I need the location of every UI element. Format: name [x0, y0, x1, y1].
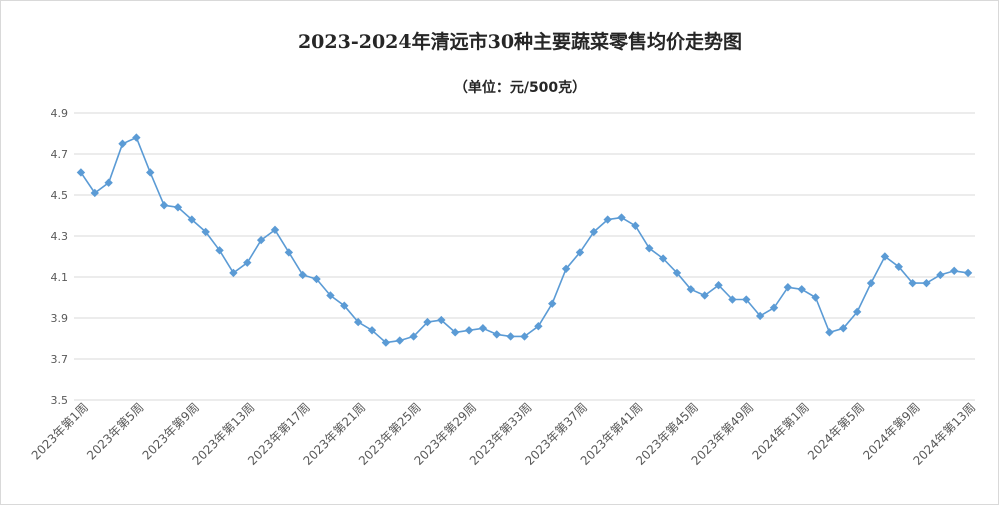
data-point-marker [950, 266, 959, 276]
data-point-marker [755, 311, 765, 321]
data-point-marker [353, 317, 363, 327]
data-point-marker [450, 328, 460, 337]
chart-subtitle: （单位：元/500克） [454, 79, 586, 96]
data-point-marker [658, 254, 668, 263]
data-point-marker [672, 268, 682, 278]
data-point-marker [548, 299, 557, 308]
data-point-marker [797, 285, 806, 294]
data-point-marker [132, 133, 141, 142]
data-point-marker [589, 227, 599, 237]
data-point-marker [464, 326, 474, 335]
data-point-marker [173, 203, 183, 212]
data-point-marker [575, 248, 585, 257]
data-point-marker [312, 274, 321, 284]
data-point-marker [922, 278, 931, 288]
data-point-marker [437, 315, 446, 325]
data-point-marker [229, 268, 238, 278]
data-point-marker [769, 303, 779, 312]
data-point-marker [340, 301, 349, 310]
data-point-marker [423, 317, 432, 327]
data-point-marker [783, 283, 793, 292]
data-point-marker [880, 252, 890, 261]
data-point-marker [852, 307, 862, 317]
data-point-marker [561, 264, 571, 273]
data-point-marker [908, 278, 917, 288]
data-point-marker [159, 201, 169, 210]
grid-lines [74, 112, 975, 401]
data-point-marker [187, 215, 197, 224]
data-point-marker [728, 295, 737, 304]
data-point-marker [520, 332, 529, 341]
data-point-marker [603, 215, 612, 224]
data-point-marker [534, 322, 543, 331]
data-point-marker [825, 328, 834, 337]
y-tick-label: 3.5 [51, 394, 69, 407]
y-tick-label: 4.3 [51, 230, 69, 243]
data-point-marker [146, 168, 155, 177]
data-point-marker [270, 225, 280, 235]
data-point-marker [215, 246, 224, 255]
data-point-marker [104, 178, 113, 187]
data-point-marker [381, 338, 391, 347]
data-point-marker [645, 244, 654, 253]
y-tick-label: 3.7 [51, 353, 69, 366]
data-point-marker [492, 330, 501, 339]
data-point-marker [866, 278, 876, 288]
data-point-marker [201, 227, 210, 237]
y-tick-label: 3.9 [51, 312, 69, 325]
chart-title: 2023-2024年清远市30种主要蔬菜零售均价走势图 [298, 30, 742, 53]
data-point-marker [700, 291, 709, 300]
series-points [76, 133, 973, 347]
data-point-marker [617, 213, 626, 222]
data-point-marker [243, 258, 252, 267]
data-point-marker [506, 332, 515, 341]
data-point-marker [478, 324, 488, 333]
y-tick-label: 4.5 [51, 189, 69, 202]
data-point-marker [367, 326, 377, 335]
data-point-marker [284, 248, 294, 257]
data-point-marker [811, 293, 820, 302]
y-tick-label: 4.1 [51, 271, 69, 284]
data-point-marker [90, 188, 99, 198]
data-point-marker [894, 262, 903, 271]
data-point-marker [256, 235, 266, 245]
data-point-marker [839, 324, 848, 333]
data-point-marker [395, 336, 404, 345]
data-point-marker [409, 332, 418, 341]
y-tick-label: 4.7 [51, 148, 69, 161]
y-axis-ticks: 3.5 3.7 3.9 4.1 4.3 4.5 4.7 4.9 [51, 107, 69, 407]
data-point-marker [326, 291, 335, 300]
data-point-marker [76, 168, 86, 177]
data-point-marker [936, 270, 945, 280]
data-point-marker [686, 285, 696, 294]
data-point-marker [963, 268, 973, 278]
y-tick-label: 4.9 [51, 107, 69, 120]
data-point-marker [631, 221, 640, 230]
data-point-marker [742, 295, 751, 304]
data-point-marker [714, 281, 723, 290]
data-point-marker [298, 270, 307, 280]
data-point-marker [118, 139, 127, 148]
